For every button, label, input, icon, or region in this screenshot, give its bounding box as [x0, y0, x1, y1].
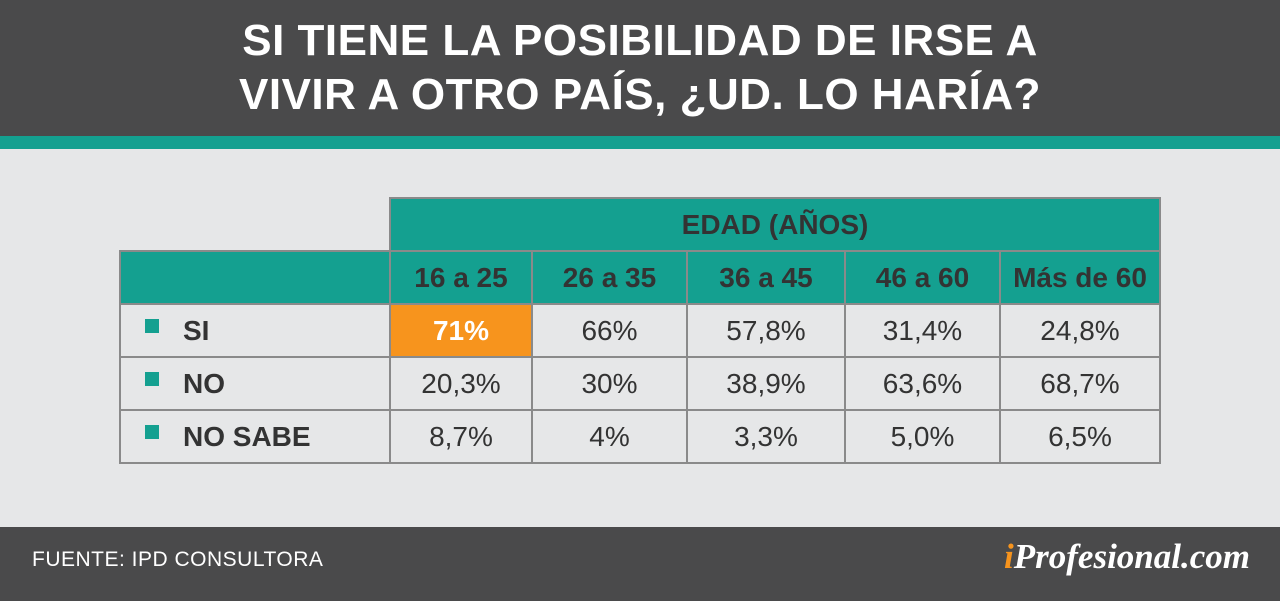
row-label: NO — [183, 367, 225, 399]
data-cell: 4% — [531, 409, 688, 464]
row-label-cell: NO SABE — [119, 409, 391, 464]
data-cell: 5,0% — [844, 409, 1001, 464]
column-header: 26 a 35 — [531, 250, 688, 305]
data-cell: 68,7% — [999, 356, 1161, 411]
data-cell: 24,8% — [999, 303, 1161, 358]
accent-strip — [0, 136, 1280, 149]
data-cell-highlighted: 71% — [389, 303, 533, 358]
bullet-square-icon — [145, 425, 159, 440]
data-cell: 63,6% — [844, 356, 1001, 411]
table-row: NO 20,3% 30% 38,9% 63,6% 68,7% — [119, 356, 1161, 411]
source-note: FUENTE: IPD CONSULTORA — [32, 548, 324, 571]
column-header: 16 a 25 — [389, 250, 533, 305]
table-row: NO SABE 8,7% 4% 3,3% 5,0% 6,5% — [119, 409, 1161, 464]
row-label: SI — [183, 314, 210, 346]
data-cell: 57,8% — [686, 303, 846, 358]
row-label-cell: SI — [119, 303, 391, 358]
row-label-cell: NO — [119, 356, 391, 411]
page-title: SI TIENE LA POSIBILIDAD DE IRSE A VIVIR … — [239, 16, 1041, 119]
data-cell: 30% — [531, 356, 688, 411]
data-cell: 38,9% — [686, 356, 846, 411]
data-cell: 8,7% — [389, 409, 533, 464]
brand-mark: i — [1004, 537, 1014, 576]
table-row: SI 71% 66% 57,8% 31,4% 24,8% — [119, 303, 1161, 358]
table-corner — [120, 198, 390, 251]
title-banner: SI TIENE LA POSIBILIDAD DE IRSE A VIVIR … — [0, 0, 1280, 136]
footer-bar — [0, 527, 1280, 601]
data-cell: 20,3% — [389, 356, 533, 411]
age-group-header: EDAD (AÑOS) — [389, 197, 1161, 252]
data-cell: 66% — [531, 303, 688, 358]
survey-table: EDAD (AÑOS) 16 a 25 26 a 35 36 a 45 46 a… — [119, 197, 1161, 464]
brand-logo[interactable]: iProfesional.com — [1004, 537, 1250, 577]
column-header: Más de 60 — [999, 250, 1161, 305]
bullet-square-icon — [145, 319, 159, 334]
column-header: 36 a 45 — [686, 250, 846, 305]
column-header: 46 a 60 — [844, 250, 1001, 305]
bullet-square-icon — [145, 372, 159, 387]
data-cell: 6,5% — [999, 409, 1161, 464]
data-cell: 3,3% — [686, 409, 846, 464]
row-label: NO SABE — [183, 420, 311, 452]
data-cell: 31,4% — [844, 303, 1001, 358]
brand-name: Profesional.com — [1013, 537, 1250, 576]
header-corner — [119, 250, 391, 305]
